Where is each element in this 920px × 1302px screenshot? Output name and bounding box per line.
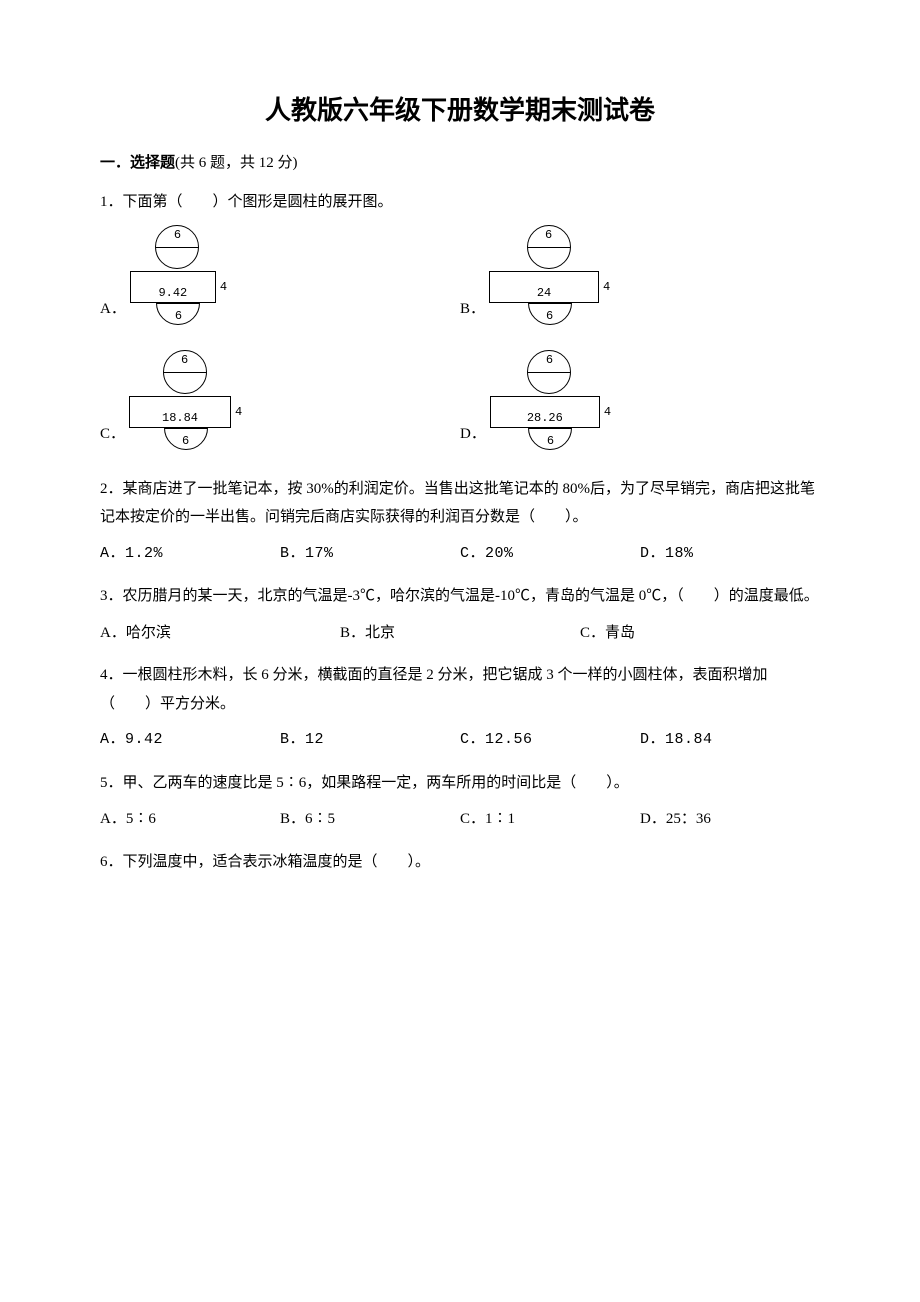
diameter-label: 6 xyxy=(156,309,200,323)
q1-option-c: C． 6 18.84 4 6 xyxy=(100,350,460,451)
diameter-label: 6 xyxy=(527,353,571,367)
height-label: 4 xyxy=(604,405,611,419)
q1-options-row-1: A． 6 9.42 4 6 B． xyxy=(100,225,820,326)
q5-option-a: A．5∶6 xyxy=(100,805,280,834)
top-circle: 6 xyxy=(527,225,573,271)
page-title: 人教版六年级下册数学期末测试卷 xyxy=(100,90,820,127)
lateral-rect: 28.26 xyxy=(490,396,600,428)
diameter-label: 6 xyxy=(527,228,571,242)
lateral-rect: 18.84 xyxy=(129,396,231,428)
q3-option-c: C．青岛 xyxy=(580,619,820,648)
q3-option-a: A．哈尔滨 xyxy=(100,619,340,648)
section-1-rest: (共 6 题，共 12 分) xyxy=(175,155,298,171)
option-label: B． xyxy=(460,297,485,326)
diameter-label: 6 xyxy=(528,434,572,448)
q4-option-a: A．9.42 xyxy=(100,726,280,755)
q4-option-c: C．12.56 xyxy=(460,726,640,755)
option-label: C． xyxy=(100,422,125,451)
question-1: 1．下面第（ ）个图形是圆柱的展开图。 xyxy=(100,188,820,217)
bottom-circle: 6 xyxy=(528,428,572,451)
diameter-label: 6 xyxy=(164,434,208,448)
cylinder-unfold-diagram: 6 9.42 4 6 xyxy=(130,225,227,326)
q3-options: A．哈尔滨 B．北京 C．青岛 xyxy=(100,619,820,648)
diameter-label: 6 xyxy=(528,309,572,323)
q1-option-d: D． 6 28.26 4 6 xyxy=(460,350,820,451)
q2-option-a: A．1.2% xyxy=(100,540,280,569)
top-circle: 6 xyxy=(163,350,209,396)
q2-options: A．1.2% B．17% C．20% D．18% xyxy=(100,540,820,569)
height-label: 4 xyxy=(235,405,242,419)
q4-options: A．9.42 B．12 C．12.56 D．18.84 xyxy=(100,726,820,755)
height-label: 4 xyxy=(603,280,610,294)
cylinder-unfold-diagram: 6 28.26 4 6 xyxy=(490,350,611,451)
q5-options: A．5∶6 B．6∶5 C．1∶1 D．25：36 xyxy=(100,805,820,834)
q5-option-c: C．1∶1 xyxy=(460,805,640,834)
question-4: 4．一根圆柱形木料，长 6 分米，横截面的直径是 2 分米，把它锯成 3 个一样… xyxy=(100,661,820,718)
diameter-label: 6 xyxy=(163,353,207,367)
section-1-heading: 一．选择题(共 6 题，共 12 分) xyxy=(100,151,820,172)
section-1-bold: 一．选择题 xyxy=(100,155,175,171)
top-circle: 6 xyxy=(527,350,573,396)
height-label: 4 xyxy=(220,280,227,294)
bottom-circle: 6 xyxy=(156,303,200,326)
question-3: 3．农历腊月的某一天，北京的气温是-3℃，哈尔滨的气温是-10℃，青岛的气温是 … xyxy=(100,582,820,611)
q3-option-b: B．北京 xyxy=(340,619,580,648)
q2-option-b: B．17% xyxy=(280,540,460,569)
question-2: 2．某商店进了一批笔记本，按 30%的利润定价。当售出这批笔记本的 80%后，为… xyxy=(100,475,820,532)
q5-option-d: D．25：36 xyxy=(640,805,820,834)
option-label: D． xyxy=(460,422,486,451)
bottom-circle: 6 xyxy=(528,303,572,326)
lateral-rect: 24 xyxy=(489,271,599,303)
q2-option-c: C．20% xyxy=(460,540,640,569)
q4-option-d: D．18.84 xyxy=(640,726,820,755)
diameter-label: 6 xyxy=(155,228,199,242)
q1-option-b: B． 6 24 4 6 xyxy=(460,225,820,326)
cylinder-unfold-diagram: 6 24 4 6 xyxy=(489,225,610,326)
q4-option-b: B．12 xyxy=(280,726,460,755)
q1-option-a: A． 6 9.42 4 6 xyxy=(100,225,460,326)
lateral-rect: 9.42 xyxy=(130,271,216,303)
bottom-circle: 6 xyxy=(164,428,208,451)
q1-options-row-2: C． 6 18.84 4 6 D． xyxy=(100,350,820,451)
top-circle: 6 xyxy=(155,225,201,271)
question-6: 6．下列温度中，适合表示冰箱温度的是（ ）。 xyxy=(100,848,820,877)
q2-option-d: D．18% xyxy=(640,540,820,569)
option-label: A． xyxy=(100,297,126,326)
question-5: 5．甲、乙两车的速度比是 5∶6，如果路程一定，两车所用的时间比是（ ）。 xyxy=(100,769,820,798)
q5-option-b: B．6∶5 xyxy=(280,805,460,834)
cylinder-unfold-diagram: 6 18.84 4 6 xyxy=(129,350,242,451)
